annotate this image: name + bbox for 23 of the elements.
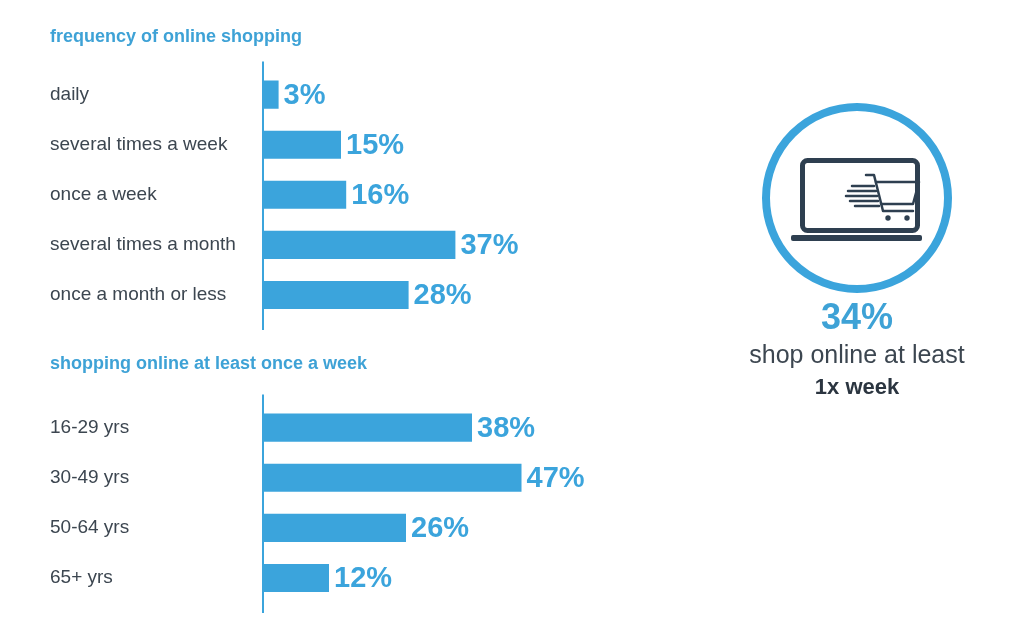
data-label: 3% [283,77,326,110]
y-tick-label: once a month or less [50,283,227,305]
data-label: 26% [411,510,470,543]
y-tick-label: several times a month [50,233,236,255]
y-tick-label: 65+ yrs [50,566,113,588]
y-tick-label: 30-49 yrs [50,465,130,487]
data-label: 37% [460,227,519,260]
y-tick-label: once a week [50,183,158,205]
text: 34% [819,296,895,339]
data-label: 12% [334,560,393,593]
text: shop online at least [748,340,966,370]
y-tick-label: 50-64 yrs [50,516,130,538]
text: 1x week [813,374,901,401]
data-label: 16% [351,177,410,210]
data-label: 15% [346,127,405,160]
chart-title: shopping online at least once a week [50,352,369,373]
y-tick-label: several times a week [50,132,228,154]
chart-title: frequency of online shopping [50,25,302,46]
data-label: 38% [477,410,536,443]
data-label: 28% [413,277,472,310]
y-tick-label: 16-29 yrs [50,415,130,437]
y-tick-label: daily [50,82,90,104]
data-label: 47% [526,460,585,493]
